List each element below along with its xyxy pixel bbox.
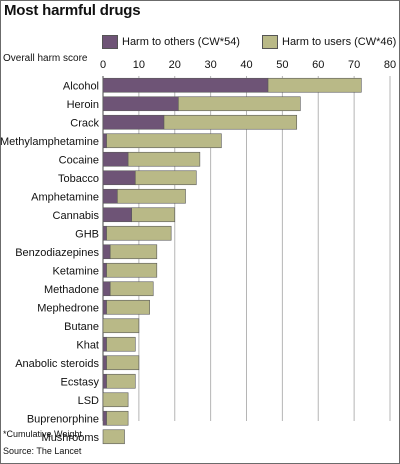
- bar-harm-to-others: [102, 188, 118, 204]
- bar-harm-to-users: [267, 77, 362, 93]
- bar-harm-to-others: [102, 77, 269, 93]
- bar-harm-to-users: [106, 373, 136, 389]
- bar-harm-to-users: [106, 262, 158, 278]
- bar-harm-to-others: [102, 281, 111, 297]
- bar-harm-to-users: [102, 392, 129, 408]
- bar-harm-to-others: [102, 225, 107, 241]
- bar-harm-to-others: [102, 207, 133, 223]
- category-label: Mushrooms: [42, 432, 100, 444]
- bar-harm-to-others: [102, 244, 111, 260]
- bar-harm-to-users: [106, 355, 140, 371]
- legend-swatch-others: [102, 35, 118, 49]
- legend-label-users: Harm to users (CW*46): [282, 36, 397, 48]
- category-label: Alcohol: [63, 80, 99, 92]
- bar-harm-to-users: [131, 207, 176, 223]
- footnote: *Cumulative Weight: [3, 429, 82, 439]
- bar-harm-to-others: [102, 262, 107, 278]
- bar-harm-to-users: [178, 96, 301, 112]
- category-label: Khat: [76, 339, 99, 351]
- category-label: Methylamphetamine: [0, 136, 99, 148]
- x-tick-label: 60: [312, 59, 324, 71]
- category-label: Crack: [70, 117, 99, 129]
- bar-harm-to-users: [106, 299, 150, 315]
- bar-harm-to-users: [106, 410, 129, 426]
- category-label: GHB: [75, 228, 99, 240]
- x-tick-label: 10: [133, 59, 145, 71]
- bar-harm-to-users: [127, 151, 201, 167]
- bar-harm-to-users: [134, 170, 197, 186]
- bar-harm-to-others: [102, 336, 107, 352]
- x-tick-label: 30: [205, 59, 217, 71]
- x-tick-label: 70: [348, 59, 360, 71]
- category-label: Butane: [64, 321, 99, 333]
- category-label: Mephedrone: [37, 302, 99, 314]
- bar-harm-to-users: [106, 225, 172, 241]
- legend-label-others: Harm to others (CW*54): [122, 36, 240, 48]
- category-label: Methadone: [44, 284, 99, 296]
- bar-harm-to-others: [102, 96, 179, 112]
- chart-title: Most harmful drugs: [4, 2, 141, 19]
- bar-harm-to-users: [106, 133, 222, 149]
- category-label: Cannabis: [53, 210, 100, 222]
- x-tick-label: 40: [240, 59, 252, 71]
- bar-harm-to-users: [102, 429, 125, 445]
- bar-harm-to-users: [109, 244, 158, 260]
- source-note: Source: The Lancet: [3, 446, 82, 456]
- x-tick-label: 0: [100, 59, 106, 71]
- category-label: Heroin: [67, 99, 99, 111]
- bar-harm-to-others: [102, 133, 107, 149]
- bar-harm-to-users: [163, 114, 298, 130]
- bar-harm-to-users: [117, 188, 186, 204]
- bar-harm-to-others: [102, 355, 107, 371]
- category-label: Buprenorphine: [27, 413, 99, 425]
- category-label: Amphetamine: [31, 191, 99, 203]
- bar-harm-to-others: [102, 114, 165, 130]
- x-tick-label: 50: [276, 59, 288, 71]
- bar-harm-to-users: [102, 318, 140, 334]
- category-label: Ketamine: [53, 265, 99, 277]
- category-label: Benzodiazepines: [15, 247, 99, 259]
- bar-harm-to-others: [102, 170, 136, 186]
- x-axis-title: Overall harm score: [3, 53, 88, 64]
- bar-harm-to-others: [102, 410, 107, 426]
- bar-harm-to-others: [102, 373, 107, 389]
- legend-swatch-users: [262, 35, 278, 49]
- x-tick-label: 80: [384, 59, 396, 71]
- bar-harm-to-others: [102, 151, 129, 167]
- category-label: Cocaine: [59, 154, 99, 166]
- bar-harm-to-others: [102, 299, 107, 315]
- category-label: LSD: [78, 395, 99, 407]
- x-tick-label: 20: [169, 59, 181, 71]
- bar-harm-to-users: [109, 281, 154, 297]
- category-label: Tobacco: [58, 173, 99, 185]
- category-label: Ecstasy: [60, 376, 99, 388]
- category-label: Anabolic steroids: [15, 358, 99, 370]
- bar-harm-to-users: [106, 336, 136, 352]
